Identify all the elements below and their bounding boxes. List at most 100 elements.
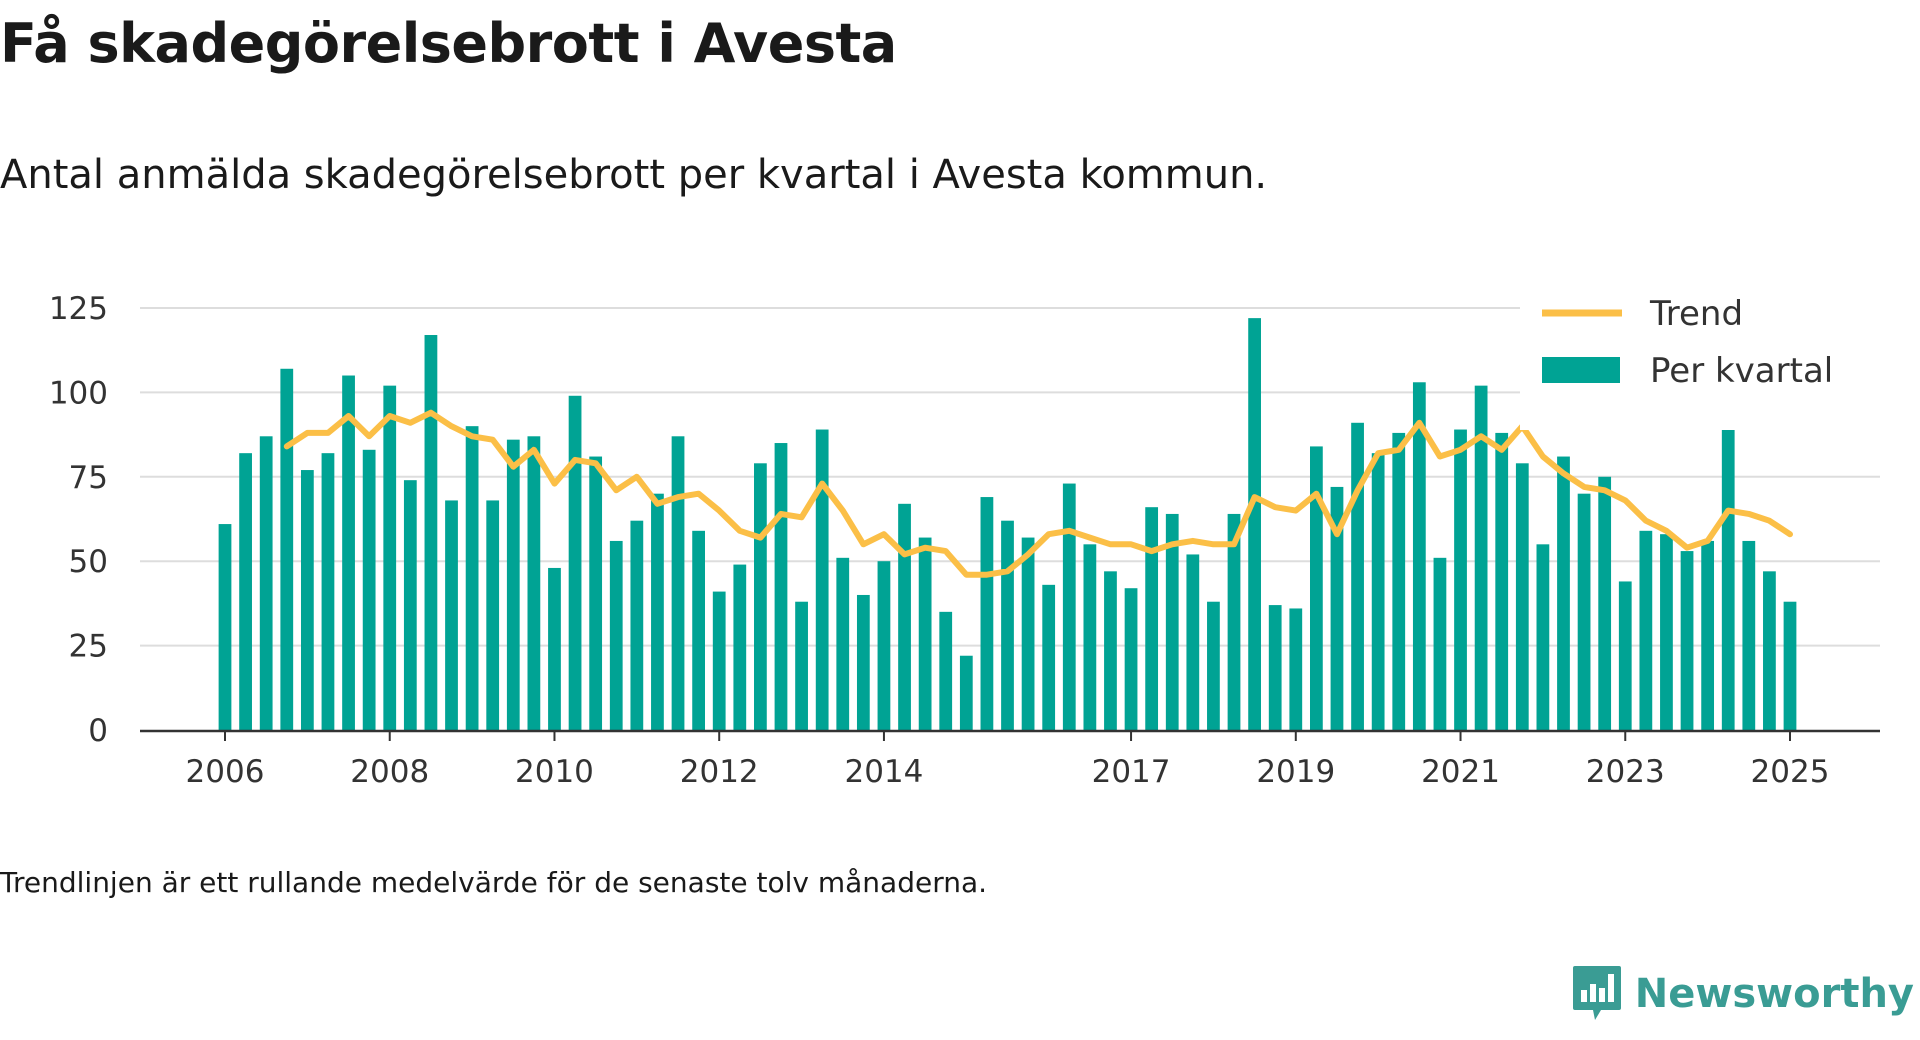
bar <box>1207 601 1220 730</box>
y-tick-label: 100 <box>49 375 108 411</box>
newsworthy-logo[interactable]: Newsworthy <box>1571 964 1914 1024</box>
bar <box>1145 507 1159 730</box>
bar <box>465 426 479 730</box>
bar <box>1515 463 1529 730</box>
bar <box>1165 513 1179 730</box>
bar <box>445 500 458 730</box>
bar <box>1104 571 1117 730</box>
chart: 0 25 50 75 100 125 2006 2008 2010 2012 2014 2017 201… <box>49 290 1900 790</box>
bar <box>486 500 500 730</box>
chart-title: Få skadegörelsebrott i Avesta <box>0 12 897 75</box>
y-tick-label: 75 <box>69 460 108 496</box>
bar <box>1660 534 1673 730</box>
bar <box>692 530 706 730</box>
bar <box>651 493 664 730</box>
bar <box>259 436 273 730</box>
x-tick-label: 2010 <box>515 754 594 790</box>
bar <box>1639 530 1653 730</box>
bars <box>218 318 1797 730</box>
x-tick-label: 2012 <box>680 754 759 790</box>
trend-line <box>283 409 1793 578</box>
bar <box>754 463 767 730</box>
bar <box>877 561 891 730</box>
bar <box>589 456 603 730</box>
axes: 0 25 50 75 100 125 2006 2008 2010 2012 2014 2017 201… <box>49 291 1880 790</box>
bar <box>609 540 623 730</box>
bar <box>1763 571 1776 730</box>
trend-series <box>283 409 1793 578</box>
bar <box>1577 493 1591 730</box>
bar <box>856 594 870 730</box>
legend-label-trend: Trend <box>1649 294 1743 334</box>
bar <box>280 368 294 730</box>
bar <box>630 520 644 730</box>
bar <box>300 470 314 730</box>
bar <box>795 601 808 730</box>
legend: Trend Per kvartal <box>1520 290 1900 430</box>
bar <box>1001 520 1014 730</box>
newsworthy-logo-icon <box>1572 966 1621 1020</box>
bar <box>1618 581 1632 730</box>
bar <box>362 449 376 730</box>
y-tick-label: 25 <box>69 629 108 665</box>
bar <box>980 497 994 730</box>
bar <box>1474 385 1488 730</box>
bar <box>898 503 911 730</box>
footnote: Trendlinjen är ett rullande medelvärde f… <box>0 866 988 899</box>
bar <box>918 537 932 730</box>
bar <box>712 591 726 730</box>
y-tick-label: 0 <box>88 713 108 749</box>
bar <box>321 453 335 730</box>
bar <box>424 335 438 730</box>
legend-swatch-bars <box>1542 357 1620 383</box>
bar <box>548 567 561 730</box>
bar <box>568 395 582 730</box>
bar <box>1721 426 1735 730</box>
bar <box>1227 513 1241 730</box>
bar <box>1083 544 1097 730</box>
legend-label-bars: Per kvartal <box>1650 351 1833 391</box>
bar <box>218 524 232 730</box>
x-tick-label: 2014 <box>844 754 923 790</box>
bar <box>1268 605 1282 730</box>
x-tick-label: 2025 <box>1751 754 1830 790</box>
bar <box>1742 540 1756 730</box>
bar <box>1557 456 1570 730</box>
bar <box>506 439 520 730</box>
x-tick-label: 2021 <box>1421 754 1500 790</box>
bar <box>1062 483 1076 730</box>
x-tick-label: 2017 <box>1092 754 1171 790</box>
bar <box>671 436 685 730</box>
bar <box>1330 486 1344 730</box>
bar <box>1454 429 1467 730</box>
bar <box>1021 537 1035 730</box>
bar <box>1371 453 1385 730</box>
bar <box>1598 476 1612 730</box>
bar <box>239 453 252 730</box>
bar <box>774 443 788 730</box>
bar <box>1701 540 1715 730</box>
bar <box>815 429 829 730</box>
bar <box>383 385 397 730</box>
bar <box>959 655 973 730</box>
y-tick-label: 50 <box>69 544 108 580</box>
bar <box>1412 382 1426 730</box>
bar <box>403 480 417 730</box>
bar <box>527 436 541 730</box>
bar <box>1536 544 1550 730</box>
bar <box>939 611 953 730</box>
x-tick-label: 2023 <box>1586 754 1665 790</box>
y-tick-label: 125 <box>49 291 108 327</box>
x-tick-label: 2019 <box>1256 754 1335 790</box>
x-tick-label: 2008 <box>350 754 429 790</box>
bar <box>1042 584 1056 730</box>
bar <box>1248 318 1261 730</box>
bar <box>836 557 850 730</box>
bar <box>1309 446 1323 730</box>
bar <box>1289 608 1303 730</box>
bar <box>1680 551 1694 730</box>
x-tick-label: 2006 <box>186 754 265 790</box>
bar <box>733 564 747 730</box>
bar <box>1783 601 1797 730</box>
bar <box>1433 557 1447 730</box>
